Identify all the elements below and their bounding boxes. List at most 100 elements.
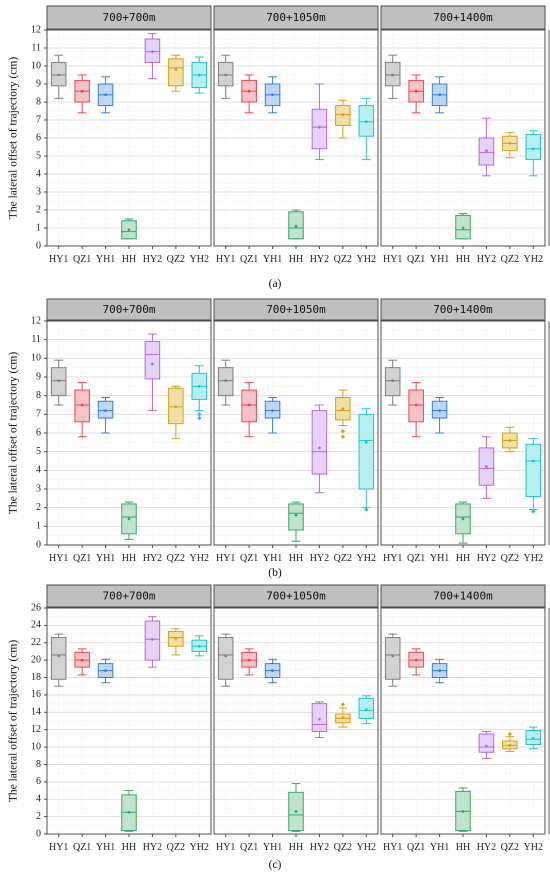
box-mean bbox=[151, 50, 154, 53]
box-iqr bbox=[311, 108, 328, 150]
box-mean bbox=[104, 669, 107, 672]
box-outlier bbox=[340, 428, 346, 434]
panel-strip bbox=[213, 298, 379, 321]
box-QZ2 bbox=[168, 54, 184, 92]
box-HY1 bbox=[384, 54, 401, 99]
x-tick-label: HY1 bbox=[49, 254, 68, 265]
box-HH bbox=[121, 501, 137, 540]
figure-caption: (b) bbox=[268, 567, 282, 579]
box-mean bbox=[318, 125, 321, 129]
y-tick-label: 7 bbox=[36, 409, 41, 420]
y-tick-label: 0 bbox=[36, 828, 41, 839]
box-mean bbox=[341, 716, 345, 719]
y-tick-label: 5 bbox=[36, 446, 41, 457]
box-HH bbox=[121, 790, 137, 832]
box-mean bbox=[438, 93, 441, 97]
box-mean bbox=[80, 89, 84, 93]
box-mean bbox=[461, 810, 465, 813]
x-tick-label: YH2 bbox=[357, 254, 376, 265]
y-tick-label: 4 bbox=[36, 465, 41, 476]
box-YH2 bbox=[191, 365, 208, 421]
x-tick-label: HY2 bbox=[143, 842, 162, 853]
x-tick-label: QZ1 bbox=[240, 254, 258, 265]
x-tick-label: QZ1 bbox=[407, 553, 425, 564]
x-tick-label: HY1 bbox=[49, 842, 68, 853]
box-mean bbox=[508, 439, 512, 442]
y-tick-label: 12 bbox=[31, 24, 41, 35]
x-tick-label: QZ1 bbox=[73, 553, 91, 564]
x-tick-label: QZ2 bbox=[334, 553, 352, 564]
box-YH2 bbox=[191, 56, 208, 94]
box-iqr bbox=[144, 341, 161, 380]
y-tick-label: 20 bbox=[31, 654, 41, 665]
y-tick-label: 4 bbox=[36, 794, 41, 805]
box-mean bbox=[438, 409, 441, 412]
x-tick-label: HY1 bbox=[216, 254, 235, 265]
box-mean bbox=[197, 384, 201, 388]
y-tick-label: 26 bbox=[31, 602, 41, 613]
box-mean bbox=[391, 654, 395, 658]
box-HH bbox=[288, 209, 304, 240]
x-tick-label: HH bbox=[122, 254, 136, 265]
box-QZ2 bbox=[502, 731, 518, 752]
box-mean bbox=[224, 379, 228, 383]
x-tick-label: HY2 bbox=[477, 254, 496, 265]
box-QZ2 bbox=[168, 628, 184, 656]
x-tick-label: YH2 bbox=[190, 553, 209, 564]
box-outlier bbox=[340, 702, 346, 707]
y-tick-label: 16 bbox=[31, 689, 41, 700]
box-mean bbox=[197, 73, 201, 77]
figure-caption: (c) bbox=[269, 859, 282, 871]
box-iqr bbox=[525, 133, 542, 161]
box-mean bbox=[104, 93, 107, 97]
y-tick-label: 2 bbox=[36, 204, 41, 215]
box-mean bbox=[294, 224, 298, 228]
x-tick-label: QZ1 bbox=[407, 254, 425, 265]
box-QZ2 bbox=[502, 132, 518, 159]
box-mean bbox=[127, 810, 131, 814]
panel-title: 700+1400m bbox=[433, 303, 493, 316]
box-mean bbox=[247, 89, 251, 93]
x-tick-label: HH bbox=[289, 254, 303, 265]
x-tick-label: YH2 bbox=[357, 553, 376, 564]
box-mean bbox=[271, 93, 274, 97]
x-tick-label: YH1 bbox=[96, 254, 115, 265]
box-HY1 bbox=[50, 633, 67, 687]
box-mean bbox=[414, 89, 418, 93]
panel-1: 700+1050m HY1 QZ1 YH1 HH HY2 QZ2 YH2 bbox=[213, 5, 379, 265]
box-mean bbox=[294, 513, 298, 517]
x-tick-label: QZ2 bbox=[501, 254, 519, 265]
box-HY1 bbox=[50, 359, 67, 406]
x-tick-label: QZ1 bbox=[73, 254, 91, 265]
box-YH1 bbox=[264, 397, 281, 434]
figure-0: The lateral offset of trajectory (cm)012… bbox=[8, 5, 550, 290]
panel-strip bbox=[46, 5, 212, 30]
panel-0: 700+700m HY1 QZ1 YH1 HH HY2 QZ2 YH2 bbox=[46, 584, 212, 853]
figure-caption: (a) bbox=[269, 278, 282, 290]
box-mean bbox=[341, 407, 345, 411]
box-HY2 bbox=[144, 333, 161, 412]
box-mean bbox=[127, 517, 131, 521]
panel-title: 700+700m bbox=[103, 11, 156, 24]
box-QZ1 bbox=[74, 74, 90, 114]
box-mean bbox=[414, 658, 418, 662]
panel-strip bbox=[213, 584, 379, 608]
x-tick-label: YH2 bbox=[357, 842, 376, 853]
box-mean bbox=[271, 669, 274, 672]
box-mean bbox=[391, 73, 395, 77]
box-HH bbox=[455, 213, 471, 240]
y-axis-label: The lateral offset of trajectory (cm) bbox=[8, 57, 20, 219]
x-tick-label: YH1 bbox=[430, 842, 449, 853]
y-tick-label: 12 bbox=[31, 315, 41, 326]
box-mean bbox=[174, 68, 178, 71]
box-HH bbox=[121, 218, 137, 240]
box-iqr bbox=[168, 58, 184, 87]
x-tick-label: HY2 bbox=[143, 254, 162, 265]
box-iqr bbox=[358, 413, 375, 490]
y-tick-label: 3 bbox=[36, 483, 41, 494]
box-iqr bbox=[217, 637, 234, 680]
box-HH bbox=[288, 783, 304, 832]
box-YH1 bbox=[264, 658, 281, 684]
x-tick-label: HH bbox=[456, 553, 470, 564]
box-QZ2 bbox=[335, 702, 351, 728]
